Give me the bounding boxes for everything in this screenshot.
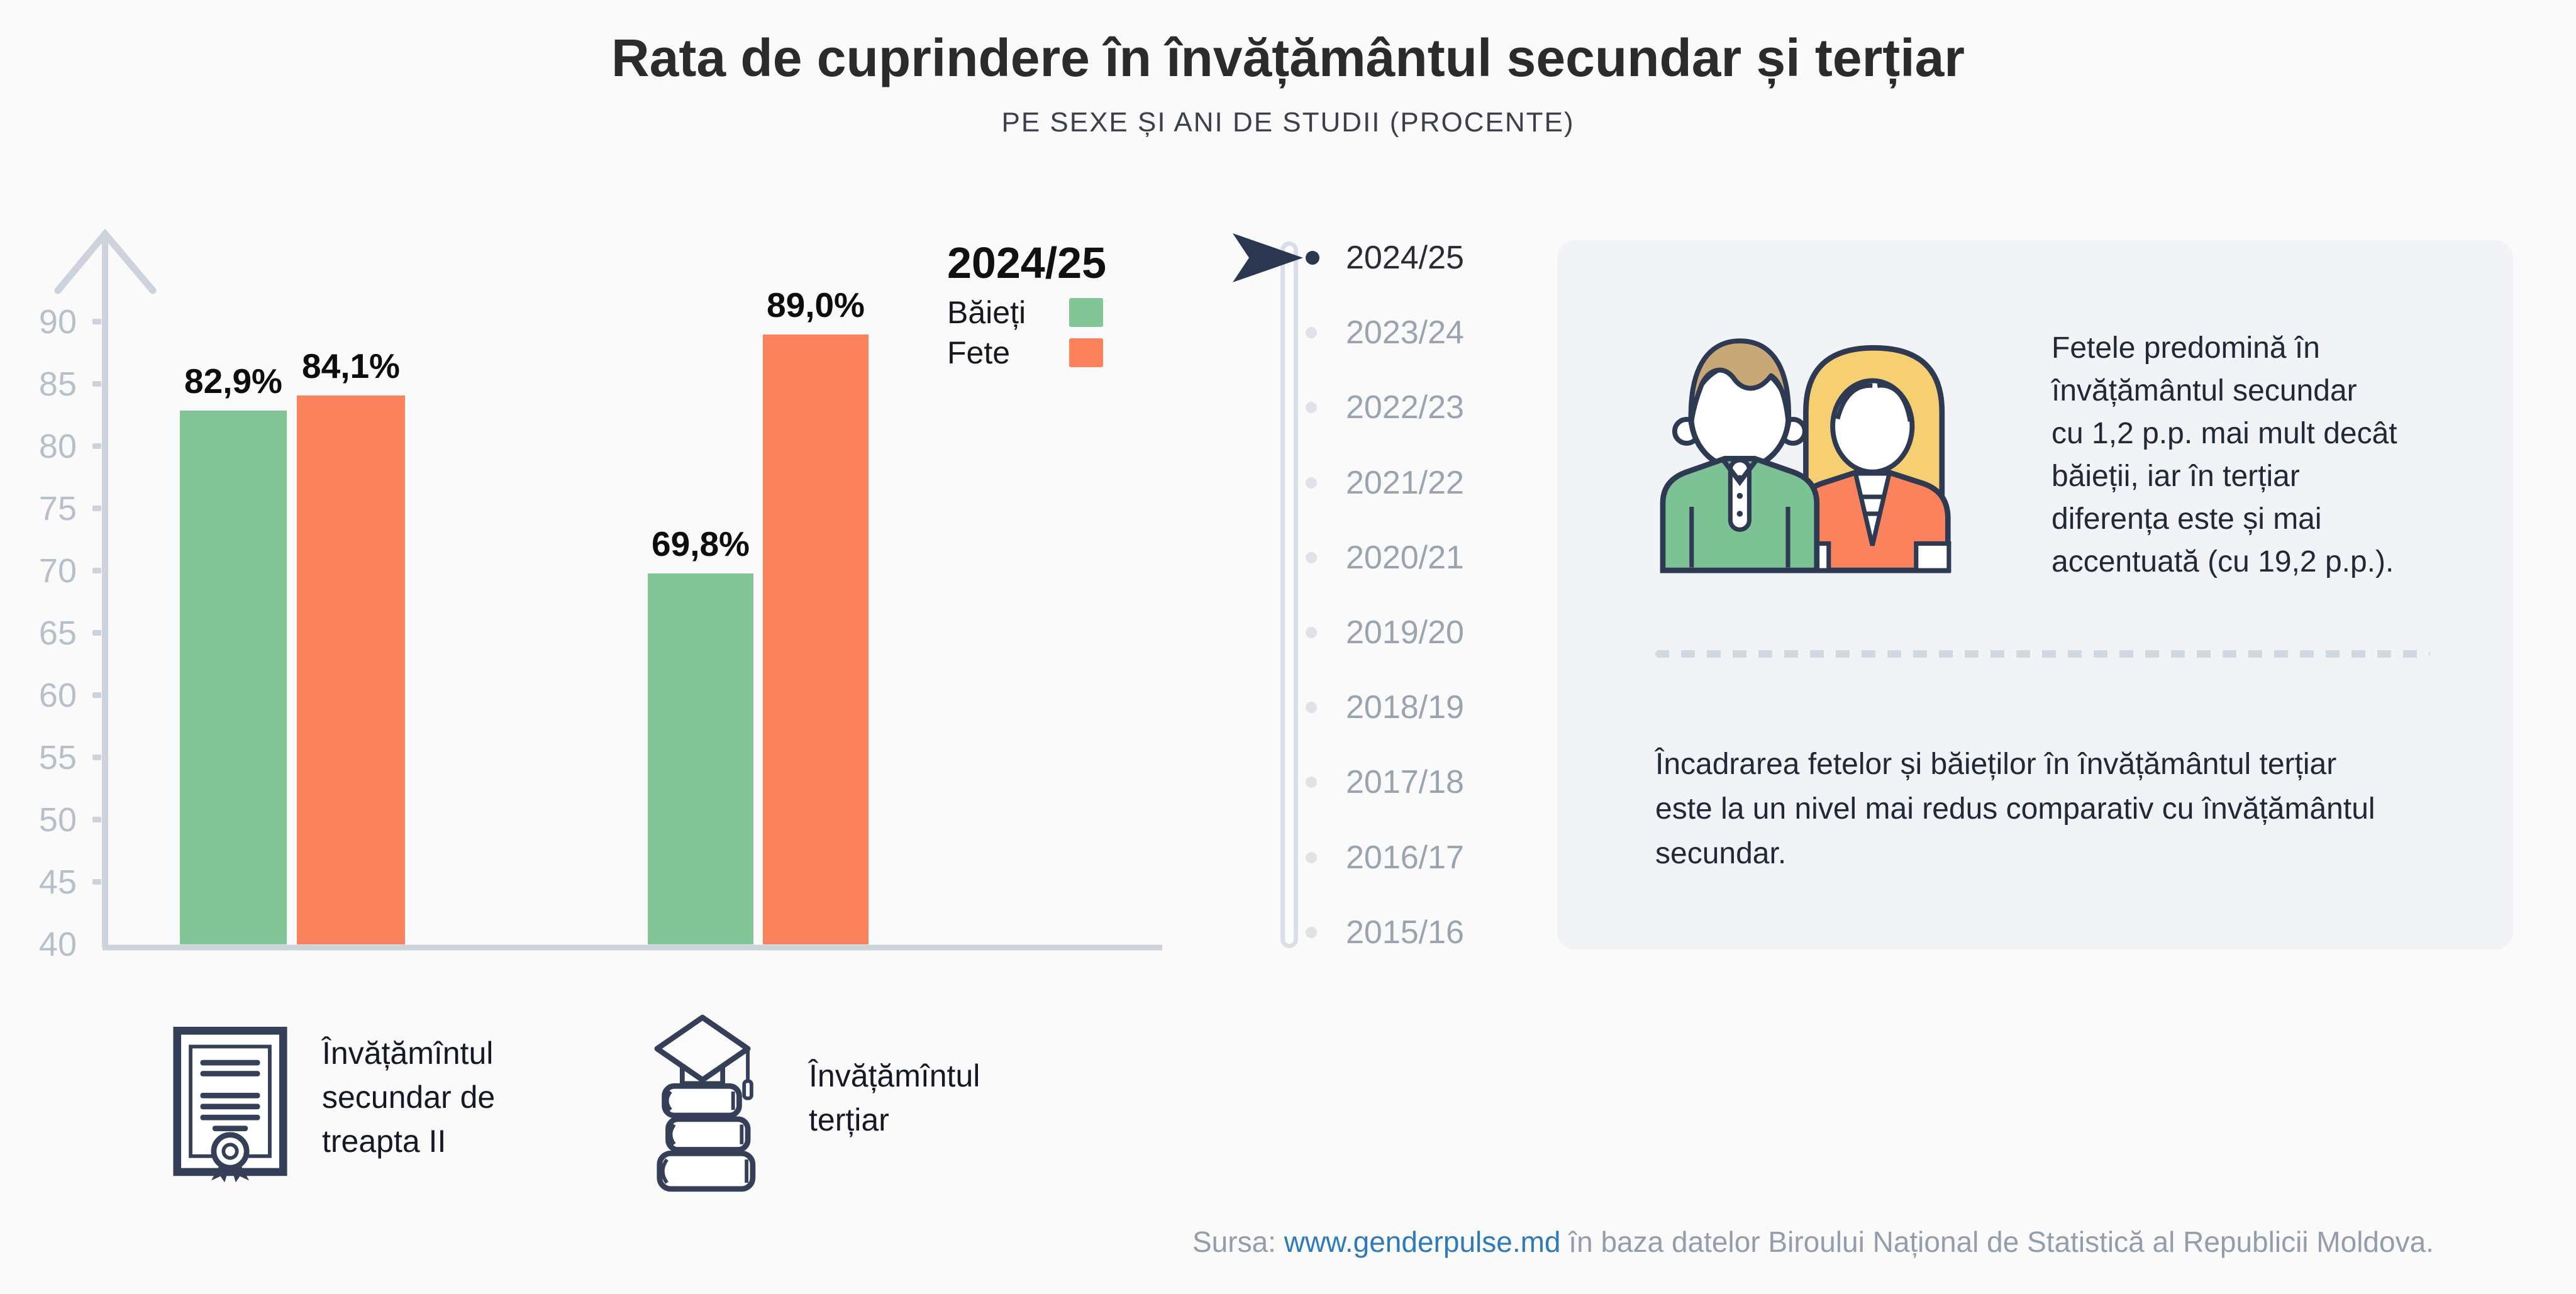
y-tick-mark	[92, 755, 101, 760]
bar-tertiar-fete	[763, 334, 869, 944]
bar-tertiar-baieti	[648, 573, 753, 944]
source-line: Sursa: www.genderpulse.md în baza datelo…	[1192, 1225, 2434, 1259]
y-tick-label: 90	[38, 303, 77, 341]
y-tick-label: 80	[38, 428, 77, 465]
year-dot	[1306, 251, 1319, 265]
dashed-divider	[1655, 650, 2430, 658]
legend-swatch-baieti	[1069, 298, 1103, 327]
legend-label: Fete	[947, 335, 1011, 370]
page-title: Rata de cuprindere în învățământul secun…	[611, 28, 1965, 87]
timeline-year-2016-17[interactable]: 2016/17	[1306, 839, 1464, 876]
legend-label: Băieți	[947, 295, 1026, 330]
axis-lines	[54, 228, 1162, 951]
timeline-track[interactable]	[1280, 241, 1298, 948]
y-tick-mark	[92, 630, 101, 636]
y-tick-label: 55	[38, 739, 77, 777]
y-tick-mark	[92, 319, 101, 324]
y-tick-mark	[92, 381, 101, 387]
y-tick-label: 75	[38, 490, 77, 528]
category-label-secundar: Învățămîntul secundar de treapta II	[322, 1036, 496, 1159]
year-dot	[1306, 627, 1317, 638]
timeline-year-2018-19[interactable]: 2018/19	[1306, 688, 1464, 726]
page-subtitle: PE SEXE ȘI ANI DE STUDII (PROCENTE)	[1001, 107, 1575, 138]
year-dot	[1306, 777, 1317, 788]
boy-girl-icon	[1660, 338, 1951, 573]
timeline-year-2022-23[interactable]: 2022/23	[1306, 389, 1464, 426]
y-tick-label: 45	[38, 863, 77, 901]
y-tick-mark	[92, 568, 101, 573]
y-tick-label: 70	[38, 552, 77, 590]
timeline-year-2015-16[interactable]: 2015/16	[1306, 914, 1464, 951]
value-label: 82,9%	[184, 361, 282, 401]
legend-swatch-fete	[1069, 338, 1103, 367]
y-tick-mark	[92, 817, 101, 822]
year-dot	[1306, 402, 1317, 414]
timeline-year-2017-18[interactable]: 2017/18	[1306, 763, 1464, 801]
timeline-year-2021-22[interactable]: 2021/22	[1306, 464, 1464, 502]
info-panel: Fetele predomină în învățământul secunda…	[1557, 240, 2513, 949]
y-axis-arrow-icon	[54, 228, 157, 294]
year-dot	[1306, 851, 1317, 863]
panel-paragraph-1: Fetele predomină în învățământul secunda…	[2051, 331, 2397, 578]
y-tick-mark	[92, 506, 101, 511]
source-suffix: în baza datelor Biroului Național de Sta…	[1560, 1225, 2434, 1258]
y-tick-label: 85	[38, 365, 77, 403]
y-tick-mark	[92, 692, 101, 698]
year-dot	[1306, 551, 1317, 563]
timeline-year-2019-20[interactable]: 2019/20	[1306, 614, 1464, 651]
value-label: 84,1%	[302, 346, 400, 385]
panel-paragraph-2: Încadrarea fetelor și băieților în învăț…	[1655, 748, 2375, 870]
year-dot	[1306, 477, 1317, 489]
y-tick-label: 65	[38, 614, 77, 652]
certificate-icon	[173, 1026, 287, 1182]
y-tick-label: 50	[38, 801, 77, 839]
timeline-year-2020-21[interactable]: 2020/21	[1306, 539, 1464, 577]
source-link[interactable]: www.genderpulse.md	[1284, 1225, 1561, 1258]
bar-secundar-baieti	[180, 410, 287, 944]
year-dot	[1306, 926, 1317, 938]
timeline-year-2024-25[interactable]: 2024/25	[1306, 239, 1464, 277]
value-label: 89,0%	[767, 285, 865, 324]
bar-secundar-fete	[297, 395, 405, 944]
source-prefix: Sursa:	[1192, 1225, 1284, 1258]
category-label-tertiar: Învățămîntul terțiar	[809, 1058, 980, 1137]
books-graduation-icon	[654, 1014, 756, 1192]
year-dot	[1306, 327, 1317, 339]
timeline-current-indicator	[1233, 233, 1303, 282]
legend-year: 2024/25	[947, 238, 1107, 287]
value-label: 69,8%	[652, 524, 750, 563]
y-tick-mark	[92, 443, 101, 449]
y-tick-label: 60	[38, 677, 77, 714]
timeline-year-2023-24[interactable]: 2023/24	[1306, 314, 1464, 351]
y-tick-label: 40	[38, 926, 77, 963]
legend-item-fete: Fete	[947, 335, 1103, 370]
year-dot	[1306, 702, 1317, 714]
y-tick-mark	[92, 879, 101, 885]
legend-item-baieti: Băieți	[947, 295, 1103, 330]
